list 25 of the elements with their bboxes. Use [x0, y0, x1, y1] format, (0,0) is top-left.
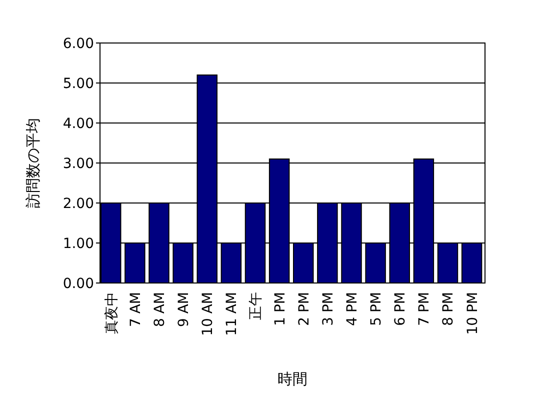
y-tick-label: 1.00 [62, 236, 94, 252]
x-tick-label: 11 AM [224, 292, 240, 336]
x-tick-label: 真夜中 [104, 292, 120, 334]
y-tick-label: 5.00 [62, 76, 94, 92]
y-tick-label: 4.00 [62, 116, 94, 132]
x-tick-label: 4 PM [344, 292, 360, 326]
x-tick-label: 2 PM [296, 292, 312, 326]
x-tick-label: 10 AM [200, 292, 216, 336]
x-axis-title: 時間 [278, 370, 308, 388]
y-tick-label: 6.00 [62, 36, 94, 52]
x-tick-label: 1 PM [272, 292, 288, 326]
x-tick-label: 3 PM [320, 292, 336, 326]
x-tick-label: 6 PM [392, 292, 409, 326]
y-axis-title: 訪問数の平均 [24, 118, 42, 208]
x-tick-label: 10 PM [464, 292, 481, 335]
x-tick-label: 8 AM [152, 292, 168, 328]
x-tick-label: 正午 [248, 292, 264, 320]
x-tick-label: 5 PM [368, 292, 385, 326]
y-tick-label: 3.00 [62, 156, 94, 172]
x-tick-label: 9 AM [176, 292, 192, 328]
y-tick-label: 2.00 [62, 196, 94, 212]
x-tick-label: 8 PM [440, 292, 457, 326]
y-tick-label: 0.00 [62, 276, 94, 292]
x-tick-label: 7 AM [128, 292, 144, 328]
x-tick-label: 7 PM [416, 292, 433, 326]
